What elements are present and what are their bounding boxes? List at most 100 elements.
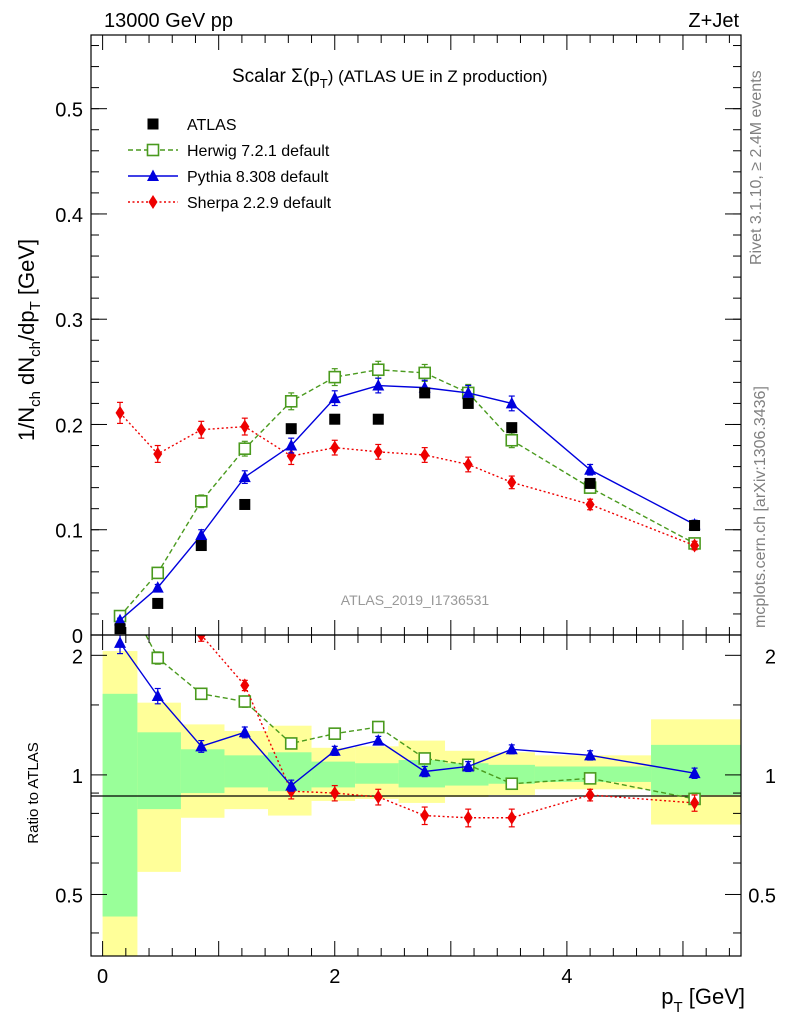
sherpa-ratio-point — [690, 795, 700, 810]
x-axis-label: pT [GeV] — [661, 984, 745, 1016]
pythia-point — [151, 581, 164, 593]
main-ytick-label: 0.4 — [55, 205, 83, 227]
legend-herwig-marker — [146, 143, 160, 157]
herwig-ratio-line — [145, 635, 695, 800]
pythia-point — [328, 391, 341, 404]
legend-sherpa-marker — [148, 195, 158, 209]
pythia-ratio-point — [238, 725, 251, 738]
sherpa-ratio-point — [420, 808, 430, 823]
pythia-point — [505, 396, 518, 409]
main-y-axis-label: 1/Nch dNch/dpT [GeV] — [14, 239, 44, 441]
ticks: 00.10.20.30.40.50 2 40.5 0.51 12 2 — [55, 35, 776, 988]
legend-atlas-label: ATLAS — [187, 117, 237, 134]
atlas-point — [506, 422, 518, 434]
pythia-point — [114, 613, 127, 626]
mcplots-label: mcplots.cern.ch [arXiv:1306.3436] — [752, 386, 769, 628]
sherpa-point — [240, 419, 250, 434]
sherpa-ratio-point — [196, 635, 206, 642]
pythia-ratio-point — [584, 748, 597, 761]
main-bands — [113, 360, 701, 635]
legend: ATLAS Herwig 7.2.1 default Pythia 8.308 de… — [128, 117, 332, 212]
herwig-point — [238, 442, 252, 455]
ratio-frame — [90, 634, 742, 957]
sherpa-point — [373, 444, 383, 459]
herwig-ratio-point — [583, 772, 597, 785]
atlas-point — [329, 413, 341, 425]
pythia-ratio-point — [688, 766, 701, 779]
sherpa-ratio-point — [116, 371, 125, 385]
sherpa-point — [585, 497, 595, 512]
herwig-ratio-point — [151, 651, 165, 665]
ratio-ytick-label: 1 — [72, 766, 83, 788]
atlas-point — [419, 387, 431, 399]
pythia-ratio-point — [372, 734, 385, 746]
legend-atlas-marker — [147, 118, 159, 130]
pythia-point — [285, 439, 298, 451]
pythia-ratio-point — [505, 742, 518, 755]
herwig-point — [371, 363, 385, 377]
atlas-point — [239, 498, 251, 510]
main-ytick-label: 0 — [72, 626, 83, 648]
pythia-point — [195, 528, 208, 540]
herwig-ratio-point — [115, 580, 126, 591]
ratio-ytick-label: 0.5 — [55, 885, 83, 907]
sherpa-point — [115, 405, 125, 420]
legend-sherpa-label: Sherpa 2.2.9 default — [187, 195, 332, 212]
main-ytick-label: 0.1 — [55, 521, 83, 543]
xtick-label: 0 — [97, 966, 108, 988]
side-text-top: Rivet 3.1.10, ≥ 2.4M events — [748, 70, 765, 265]
atlas-point — [372, 413, 384, 425]
legend-herwig-label: Herwig 7.2.1 default — [187, 143, 330, 160]
atlas-point — [152, 597, 164, 609]
sherpa-point — [690, 538, 700, 553]
ratio-ytick-label-right: 0.5 — [748, 885, 776, 907]
ratio-band-green — [137, 732, 181, 810]
pythia-ratio-point — [151, 689, 164, 701]
herwig-ratio-point — [194, 687, 208, 701]
legend-pythia-label: Pythia 8.308 default — [187, 169, 329, 186]
xtick-label: 4 — [561, 966, 572, 988]
main-ytick-label: 0.3 — [55, 310, 83, 332]
herwig-point — [284, 395, 298, 408]
sherpa-ratio-point — [373, 789, 383, 804]
main-ytick-label: 0.5 — [55, 100, 83, 122]
pythia-point — [584, 463, 597, 475]
ratio-ytick-label-right: 2 — [765, 646, 776, 668]
herwig-ratio-point — [238, 695, 252, 708]
ratio-ytick-label-right: 1 — [765, 766, 776, 788]
ratio-ylabel-text: Ratio to ATLAS — [25, 742, 42, 843]
sherpa-ratio-line — [200, 635, 695, 819]
main-ytick-label: 0.2 — [55, 415, 83, 437]
sherpa-point — [153, 446, 163, 461]
xtick-label: 2 — [329, 966, 340, 988]
pythia-ratio-point — [114, 636, 127, 648]
sherpa-ratio-point — [153, 468, 162, 482]
rivet-label: Rivet 3.1.10, ≥ 2.4M events — [748, 70, 765, 265]
ratio-band-green — [180, 749, 225, 794]
pythia-ratio-point — [328, 744, 341, 756]
atlas-point — [114, 623, 126, 635]
atlas-point — [195, 540, 207, 552]
ratio-band-green — [311, 761, 356, 788]
herwig-point — [194, 495, 208, 508]
pythia-point — [238, 470, 251, 483]
sherpa-ratio-point — [585, 787, 595, 802]
main-title: Scalar Σ(pT) (ATLAS UE in Z production) — [232, 66, 548, 91]
atlas-point — [584, 477, 596, 489]
atlas-point — [285, 423, 297, 435]
sherpa-point — [330, 440, 340, 455]
ratio-series — [114, 371, 701, 828]
sherpa-point — [420, 448, 430, 462]
ratio-band-green — [224, 755, 269, 788]
pythia-ratio-line — [119, 642, 695, 787]
ratio-ytick-label: 2 — [72, 646, 83, 668]
herwig-ratio-point — [418, 752, 432, 765]
pythia-ratio-point — [285, 779, 298, 791]
sherpa-ratio-point — [507, 810, 517, 825]
ratio-band-green — [102, 693, 138, 917]
sherpa-ratio-point — [463, 810, 473, 825]
pythia-line — [119, 384, 695, 621]
sherpa-line — [119, 412, 695, 547]
herwig-ratio-point — [328, 727, 342, 740]
